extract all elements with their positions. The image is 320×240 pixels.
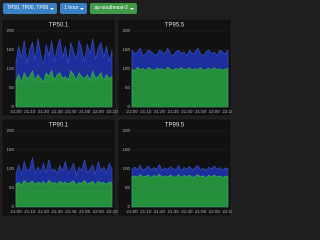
time-range-selector[interactable]: 1 hour xyxy=(60,3,88,14)
y-tick-label: 100 xyxy=(6,66,14,71)
x-tick-label: 21:00 xyxy=(10,109,22,114)
x-tick-label: 21:10 xyxy=(140,109,152,114)
x-tick-label: 21:30 xyxy=(168,109,180,114)
x-tick-label: 21:40 xyxy=(181,209,193,214)
x-tick-label: 21:40 xyxy=(65,209,77,214)
panel-title: TP99.5 xyxy=(165,123,185,129)
x-tick-label: 21:20 xyxy=(38,109,50,114)
x-tick-label: 21:00 xyxy=(126,209,138,214)
x-tick-label: 21:50 xyxy=(79,109,91,114)
x-tick-label: 21:20 xyxy=(154,109,166,114)
panel-title: TP95.5 xyxy=(165,23,185,29)
x-tick-label: 21:20 xyxy=(154,209,166,214)
x-tick-label: 21:30 xyxy=(52,209,64,214)
y-tick-label: 50 xyxy=(125,85,131,90)
x-tick-label: 21:10 xyxy=(24,109,36,114)
y-tick-label: 150 xyxy=(122,47,130,52)
y-tick-label: 50 xyxy=(9,185,15,190)
x-tick-label: 21:50 xyxy=(79,209,91,214)
area xyxy=(15,179,113,208)
toolbar: TP50, TP90, TP99 1 hour ap-southeast-2 xyxy=(3,3,137,15)
area xyxy=(131,66,229,108)
y-tick-label: 150 xyxy=(6,147,14,152)
y-tick-label: 100 xyxy=(122,166,130,171)
panel-title: TP50.1 xyxy=(49,23,69,29)
y-tick-label: 50 xyxy=(9,85,15,90)
x-tick-label: 21:00 xyxy=(10,209,22,214)
x-tick-label: 22:10 xyxy=(106,109,118,114)
x-tick-label: 22:00 xyxy=(93,109,105,114)
y-tick-label: 0 xyxy=(11,204,14,209)
x-tick-label: 21:10 xyxy=(140,209,152,214)
y-tick-label: 200 xyxy=(122,28,130,33)
x-tick-label: 22:10 xyxy=(222,209,232,214)
y-tick-label: 150 xyxy=(122,147,130,152)
x-tick-label: 21:20 xyxy=(38,209,50,214)
area xyxy=(131,173,229,208)
x-tick-label: 22:00 xyxy=(93,209,105,214)
y-tick-label: 200 xyxy=(122,128,130,133)
y-tick-label: 50 xyxy=(125,185,131,190)
y-tick-label: 100 xyxy=(6,166,14,171)
x-tick-label: 21:40 xyxy=(65,109,77,114)
x-tick-label: 21:40 xyxy=(181,109,193,114)
x-tick-label: 22:00 xyxy=(209,209,221,214)
y-tick-label: 150 xyxy=(6,47,14,52)
region-selector[interactable]: ap-southeast-2 xyxy=(90,3,137,14)
x-tick-label: 22:10 xyxy=(106,209,118,214)
y-tick-label: 0 xyxy=(127,204,130,209)
page: TP50, TP90, TP99 1 hour ap-southeast-2 T… xyxy=(1,3,232,217)
x-tick-label: 22:10 xyxy=(222,109,232,114)
panel-title: TP90.1 xyxy=(49,123,69,129)
y-tick-label: 200 xyxy=(6,28,14,33)
x-tick-label: 21:30 xyxy=(168,209,180,214)
y-tick-label: 0 xyxy=(127,104,130,109)
y-tick-label: 200 xyxy=(6,128,14,133)
y-tick-label: 0 xyxy=(11,104,14,109)
x-tick-label: 21:30 xyxy=(52,109,64,114)
x-tick-label: 21:10 xyxy=(24,209,36,214)
x-tick-label: 21:50 xyxy=(195,109,207,114)
area xyxy=(15,69,113,108)
y-tick-label: 100 xyxy=(122,66,130,71)
x-tick-label: 22:00 xyxy=(209,109,221,114)
x-tick-label: 21:00 xyxy=(126,109,138,114)
metric-selector[interactable]: TP50, TP90, TP99 xyxy=(3,3,58,14)
x-tick-label: 21:50 xyxy=(195,209,207,214)
